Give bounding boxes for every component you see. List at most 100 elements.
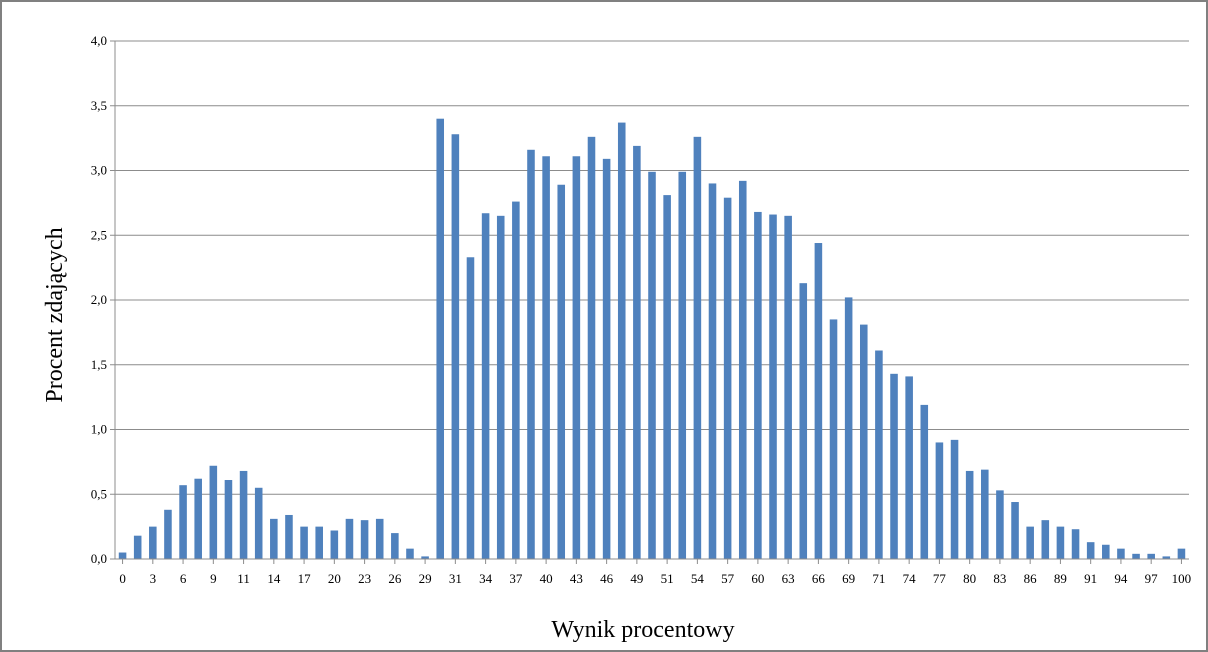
bar [496,215,505,559]
bar [224,480,233,559]
x-tick-label: 46 [600,571,614,586]
bar [194,478,202,559]
bar [920,404,929,559]
x-tick-label: 97 [1145,571,1159,586]
x-tick-label: 11 [237,571,250,586]
bar [784,215,792,559]
bar [1102,544,1110,559]
bar [527,149,535,559]
bar [133,535,142,559]
x-tick-label: 51 [661,571,674,586]
bar [164,509,172,559]
bar [481,213,490,560]
bar [602,158,611,559]
bar [1086,542,1095,559]
bar [149,526,157,559]
bar [996,490,1004,559]
x-tick-label: 100 [1172,571,1192,586]
bar [950,439,959,559]
x-tick-label: 69 [842,571,855,586]
x-tick-label: 23 [358,571,371,586]
bar [769,214,777,559]
x-tick-label: 77 [933,571,947,586]
y-tick-label: 4,0 [91,33,107,48]
bar [587,136,596,559]
bar [844,297,853,559]
x-tick-label: 43 [570,571,583,586]
x-tick-label: 26 [388,571,402,586]
bar [118,552,127,559]
y-tick-label: 2,5 [91,227,107,242]
x-tick-label: 17 [298,571,312,586]
bar [436,118,445,559]
bar [330,530,339,559]
y-tick-label: 0,0 [91,551,107,566]
x-tick-label: 6 [180,571,187,586]
bar [829,319,838,559]
y-tick-label: 1,5 [91,357,107,372]
bar [754,211,762,559]
x-tick-label: 31 [449,571,462,586]
bar [738,180,747,560]
bar [1117,548,1125,559]
bar [723,197,732,559]
x-tick-label: 20 [328,571,341,586]
x-tick-label: 83 [993,571,1006,586]
x-tick-label: 71 [872,571,885,586]
bar [663,195,671,560]
bar [814,243,823,559]
bar [239,470,248,559]
y-tick-label: 0,5 [91,486,107,501]
x-tick-label: 14 [267,571,281,586]
x-axis-title: Wynik procentowy [551,617,734,643]
bar [1177,548,1186,559]
bar [542,156,550,559]
bar [1071,529,1080,559]
x-tick-label: 86 [1024,571,1038,586]
bar [512,201,520,559]
x-tick-label: 29 [419,571,432,586]
bar [648,171,656,560]
x-tick-label: 37 [509,571,523,586]
bar [875,350,883,559]
x-tick-label: 74 [903,571,917,586]
bar [633,145,641,559]
bar [572,156,581,559]
x-tick-label: 57 [721,571,735,586]
bar [557,184,566,559]
bar [981,469,989,559]
x-tick-label: 0 [119,571,126,586]
bar [451,134,460,560]
bar [209,465,218,559]
y-tick-label: 1,0 [91,422,107,437]
bar [965,470,974,559]
bar [421,556,429,559]
x-tick-label: 91 [1084,571,1097,586]
x-tick-label: 66 [812,571,826,586]
x-tick-label: 34 [479,571,493,586]
bar [890,373,898,559]
y-axis-title: Procent zdających [42,227,68,402]
x-tick-label: 40 [540,571,553,586]
bar [1041,520,1050,559]
bar [1056,526,1065,559]
bar [360,520,369,559]
x-tick-label: 9 [210,571,217,586]
bar [1026,526,1034,559]
bar [617,122,626,560]
bar [678,171,687,560]
bar [1132,553,1140,559]
y-tick-label: 3,5 [91,98,107,113]
bar [935,442,944,559]
bar [391,533,399,559]
bar [1147,553,1155,559]
bar [254,487,263,559]
y-tick-label: 3,0 [91,163,107,178]
x-tick-label: 80 [963,571,976,586]
bar [1011,502,1019,559]
x-tick-label: 63 [782,571,795,586]
bar [708,183,717,559]
bar [179,485,187,559]
bar [406,548,414,559]
